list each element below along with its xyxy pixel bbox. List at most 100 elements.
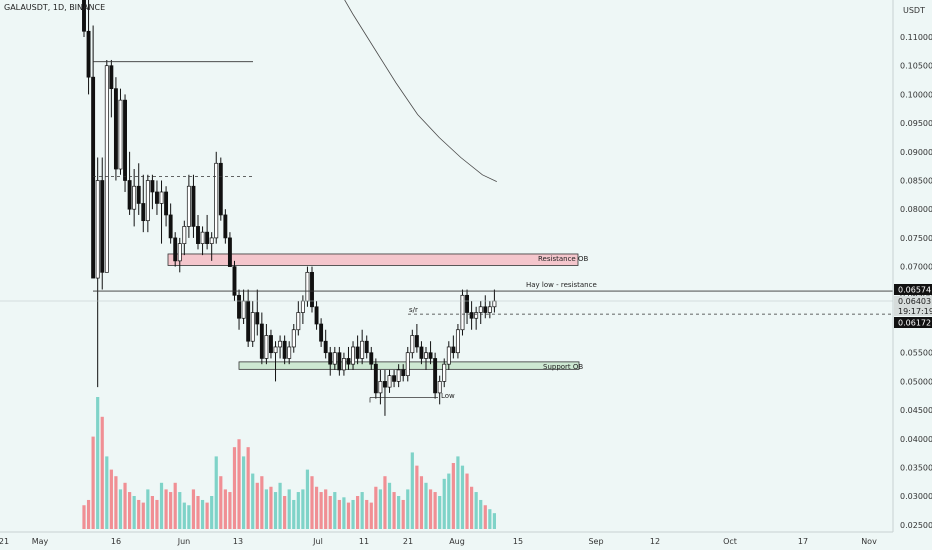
volume-bar (187, 505, 191, 529)
volume-bar (305, 469, 310, 529)
candle-bull (442, 363, 447, 382)
price-tick-label: 0.10000 (900, 90, 932, 99)
volume-bar (296, 492, 300, 529)
volume-bar (91, 436, 95, 529)
volume-bar (433, 492, 437, 529)
volume-bar (82, 505, 86, 529)
volume-bar (465, 473, 469, 529)
candle-bull (305, 271, 310, 302)
volume-bar (132, 496, 136, 529)
volume-bar (319, 492, 323, 529)
candle-bull (460, 294, 465, 331)
volume-bar (283, 496, 287, 529)
volume-bar (328, 496, 332, 529)
volume-bar (146, 489, 150, 529)
candle-bull (487, 306, 492, 313)
price-axis[interactable]: USDT 0.11000 0.10500 0.10000 0.09500 0.09000… (892, 0, 932, 532)
candle-bear (319, 323, 324, 342)
volume-bar (346, 502, 351, 529)
price-tick-label: 0.08000 (900, 205, 932, 214)
volume-bar (264, 489, 268, 529)
volume-bar (155, 499, 159, 529)
candle-bear (168, 214, 173, 239)
volume-bar (128, 492, 132, 529)
candle-bull (405, 352, 410, 377)
price-tick-label: 0.09000 (900, 148, 932, 157)
candle-bull (387, 375, 392, 388)
candle-bear (383, 381, 387, 388)
volume-bar (451, 463, 455, 529)
volume-bar (397, 496, 401, 529)
volume-bar (100, 416, 104, 529)
volume-bars (82, 397, 496, 529)
volume-bar (196, 496, 200, 529)
price-tick-label: 0.04500 (900, 406, 932, 415)
candle-bear (164, 191, 169, 216)
volume-bar (164, 489, 168, 529)
volume-bar (109, 469, 113, 529)
time-tick-label: Jul (312, 537, 323, 546)
candle-bull (250, 312, 255, 342)
volume-bar (483, 505, 487, 529)
candle-bull (296, 312, 301, 331)
candle-bear (323, 340, 328, 354)
volume-bar (182, 502, 186, 529)
volume-bar (351, 499, 355, 529)
candle-bear (483, 306, 488, 313)
candle-bull (177, 243, 182, 262)
volume-bar (114, 476, 118, 529)
countdown-marker (894, 306, 932, 316)
volume-bar (424, 482, 428, 529)
volume-bar (118, 489, 123, 529)
candle-bear (282, 340, 287, 359)
candle-bear (227, 237, 232, 267)
price-marker-upper (894, 284, 932, 295)
volume-bar (360, 492, 364, 529)
countdown-text: 19:17:19 (898, 307, 932, 316)
time-tick-label: 21 (403, 537, 413, 546)
candle-bear (223, 214, 228, 239)
volume-bar (460, 465, 465, 529)
candle-bull (437, 381, 442, 394)
volume-bar (428, 489, 433, 529)
volume-bar (410, 452, 414, 529)
candle-bear (191, 185, 196, 227)
candle-bull (396, 369, 401, 382)
volume-bar (214, 456, 218, 529)
resistance-ob-label: Resistance OB (538, 255, 588, 263)
volume-bar (470, 486, 474, 529)
volume-bar (237, 439, 241, 529)
candle-bear (155, 191, 159, 204)
volume-bar (314, 486, 319, 529)
time-tick-label: 21 (0, 537, 9, 546)
price-tick-label: 0.05000 (900, 377, 932, 386)
candle-bull (351, 346, 355, 365)
price-tick-label: 0.03000 (900, 492, 932, 501)
volume-bar (337, 499, 341, 529)
volume-bar (278, 482, 282, 529)
candle-bull (182, 226, 187, 244)
time-axis[interactable]: 21 May 16 Jun 13 Jul 11 21 Aug 15 Sep 12 Oct 17 Nov (0, 531, 893, 546)
candle-bull (478, 306, 483, 313)
candle-bear (113, 88, 118, 170)
candle-bear (373, 363, 378, 394)
volume-bar (401, 499, 405, 529)
volume-bar (383, 476, 387, 529)
candle-bull (410, 335, 415, 354)
time-tick-label: Sep (588, 537, 603, 546)
price-marker-upper-text: 0.06574 (898, 286, 931, 295)
time-ticks: 21 May 16 Jun 13 Jul 11 21 Aug 15 Sep 12 Oct 17 Nov (0, 537, 877, 546)
time-tick-label: 15 (513, 537, 523, 546)
candle-bear (91, 76, 96, 279)
volume-bar (456, 456, 460, 529)
candle-bull (159, 191, 164, 204)
candle-bear (337, 352, 342, 371)
support-ob-label: Support OB (543, 363, 583, 371)
volume-bar (228, 492, 232, 529)
currency-label: USDT (903, 6, 925, 15)
symbol-title: GALAUSDT, 1D, BINANCE (4, 3, 105, 12)
candle-bull (200, 231, 205, 244)
volume-bar (378, 489, 382, 529)
volume-bar (219, 476, 223, 529)
volume-bar (438, 496, 442, 529)
